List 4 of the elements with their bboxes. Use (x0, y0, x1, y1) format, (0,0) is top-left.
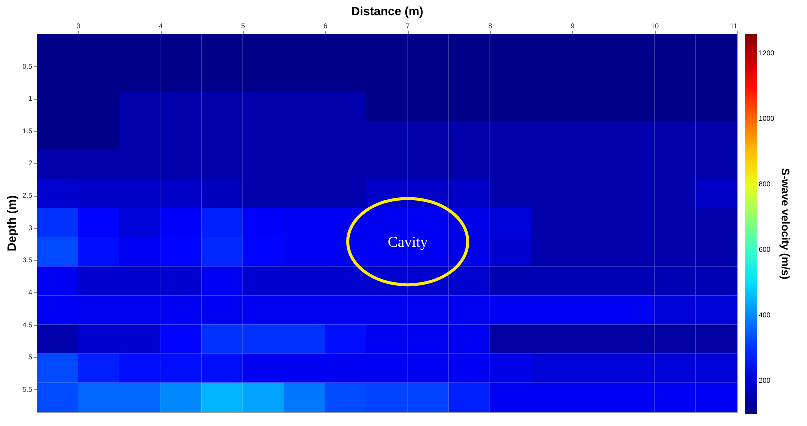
x-axis-title: Distance (m) (351, 4, 424, 18)
y-axis-title: Depth (m) (4, 196, 19, 252)
color-bar-title: S-wave velocity (m/s) (779, 168, 791, 280)
annotation: Cavity (388, 234, 428, 251)
